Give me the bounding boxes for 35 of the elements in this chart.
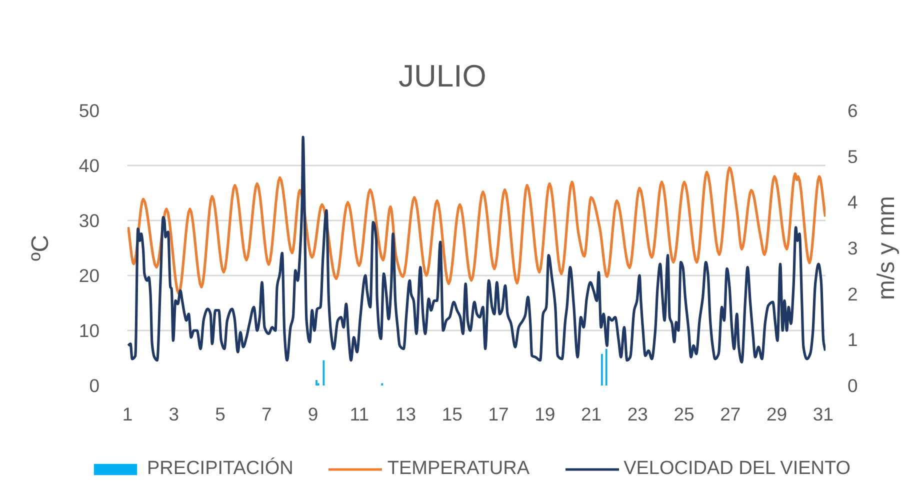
y-tick-label: 10 — [78, 320, 100, 341]
x-tick-label: 27 — [720, 404, 741, 424]
legend-label: TEMPERATURA — [387, 458, 530, 480]
x-tick-label: 13 — [395, 404, 416, 424]
y2-axis-title: m/s y mm — [873, 196, 900, 300]
y-tick-label: 30 — [78, 210, 100, 231]
y-tick-label: 50 — [78, 100, 100, 121]
x-tick-label: 1 — [122, 404, 133, 424]
y2-tick-label: 5 — [848, 146, 858, 167]
y-tick-label: 20 — [78, 265, 100, 286]
y2-tick-label: 4 — [848, 192, 858, 213]
legend-label: PRECIPITACIÓN — [147, 458, 294, 480]
x-tick-label: 5 — [215, 404, 226, 424]
x-tick-label: 31 — [812, 404, 834, 424]
y2-tick-label: 1 — [848, 329, 858, 350]
x-tick-label: 17 — [488, 404, 509, 424]
x-tick-label: 25 — [674, 404, 694, 424]
x-tick-label: 23 — [627, 404, 648, 424]
y2-tick-label: 6 — [848, 100, 858, 121]
x-tick-label: 11 — [350, 404, 370, 424]
x-tick-label: 3 — [168, 404, 180, 424]
y2-tick-label: 0 — [848, 375, 858, 396]
x-tick-label: 19 — [534, 404, 556, 424]
y2-tick-label: 2 — [848, 283, 858, 304]
x-tick-label: 29 — [766, 404, 788, 424]
y-tick-label: 40 — [78, 155, 100, 176]
x-tick-label: 21 — [581, 404, 602, 424]
x-tick-label: 7 — [261, 404, 272, 424]
x-tick-label: 15 — [442, 404, 462, 424]
y-tick-label: 0 — [89, 375, 100, 396]
y2-tick-label: 3 — [848, 238, 858, 258]
legend-label: VELOCIDAD DEL VIENTO — [624, 458, 851, 480]
chart-title: JULIO — [398, 58, 486, 94]
x-tick-label: 9 — [308, 404, 318, 424]
y-axis-title: ºC — [26, 234, 54, 262]
